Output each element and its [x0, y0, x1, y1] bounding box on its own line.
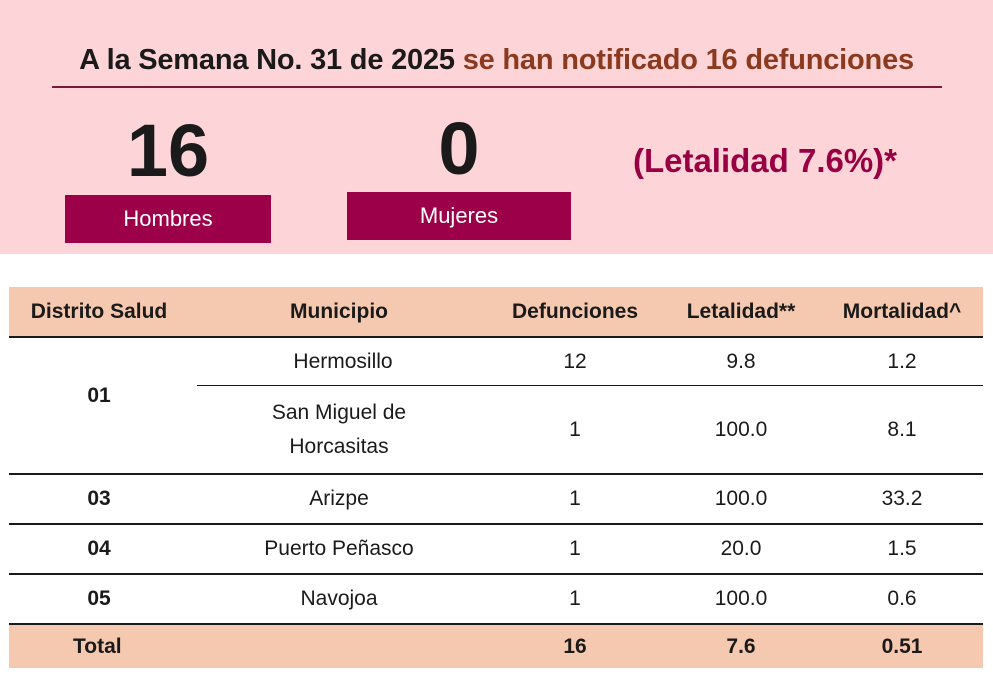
- municipio-line-1: San Miguel de: [271, 400, 407, 424]
- table-row: Hermosillo 12 9.8 1.2: [197, 338, 983, 386]
- table-row: 03 Arizpe 1 100.0 33.2: [9, 475, 983, 525]
- deaths-table: Distrito Salud Municipio Defunciones Let…: [9, 287, 983, 668]
- mortalidad-cell: 1.5: [887, 537, 917, 560]
- women-label: Mujeres: [347, 192, 571, 240]
- defunciones-cell: 1: [569, 587, 581, 610]
- headline-deaths: se han notificado 16 defunciones: [462, 44, 914, 76]
- district-cell: 05: [87, 587, 111, 610]
- headline: A la Semana No. 31 de 2025 se han notifi…: [0, 44, 993, 77]
- mortalidad-cell: 1.2: [887, 349, 917, 373]
- headline-divider: [52, 86, 942, 88]
- table-row: 04 Puerto Peñasco 1 20.0 1.5: [9, 525, 983, 575]
- total-letalidad: 7.6: [726, 634, 756, 658]
- total-row: Total 16 7.6 0.51: [9, 625, 983, 668]
- mortalidad-cell: 8.1: [887, 417, 917, 441]
- mortalidad-cell: 0.6: [887, 587, 917, 610]
- men-label: Hombres: [65, 195, 271, 243]
- letalidad-summary: (Letalidad 7.6%)*: [632, 142, 898, 179]
- district-cell: 03: [87, 487, 111, 510]
- women-count: 0: [438, 107, 480, 190]
- letalidad-cell: 9.8: [726, 349, 756, 373]
- letalidad-cell: 100.0: [714, 417, 768, 441]
- col-header-municipio: Municipio: [290, 299, 388, 323]
- municipio-cell: Hermosillo: [293, 349, 393, 373]
- municipio-cell: Arizpe: [309, 487, 369, 510]
- men-count: 16: [126, 109, 210, 192]
- total-defunciones: 16: [563, 634, 587, 658]
- letalidad-cell: 100.0: [714, 487, 768, 510]
- col-header-mortalidad: Mortalidad^: [842, 299, 962, 323]
- col-header-distrito: Distrito Salud: [30, 299, 168, 323]
- defunciones-cell: 1: [569, 487, 581, 510]
- municipio-cell: Navojoa: [300, 587, 378, 610]
- mortalidad-cell: 33.2: [881, 487, 923, 510]
- municipio-cell: San Miguel de Horcasitas: [189, 394, 489, 466]
- total-label: Total: [73, 634, 122, 658]
- headline-week: A la Semana No. 31 de 2025: [79, 44, 455, 76]
- district-group-01: 01 Hermosillo 12 9.8 1.2 San Miguel de H…: [9, 338, 983, 475]
- municipio-cell: Puerto Peñasco: [264, 537, 414, 560]
- letalidad-cell: 20.0: [720, 537, 762, 560]
- district-cell: 04: [87, 537, 111, 560]
- district-cell: 01: [87, 383, 111, 407]
- municipio-line-2: Horcasitas: [289, 434, 389, 458]
- summary-banner: A la Semana No. 31 de 2025 se han notifi…: [0, 0, 993, 254]
- defunciones-cell: 12: [563, 349, 587, 373]
- col-header-defunciones: Defunciones: [511, 299, 639, 323]
- total-mortalidad: 0.51: [881, 634, 923, 658]
- defunciones-cell: 1: [569, 417, 581, 441]
- table-header: Distrito Salud Municipio Defunciones Let…: [9, 287, 983, 338]
- table-row: San Miguel de Horcasitas 1 100.0 8.1: [189, 386, 983, 473]
- letalidad-cell: 100.0: [714, 587, 768, 610]
- defunciones-cell: 1: [569, 537, 581, 560]
- col-header-letalidad: Letalidad**: [686, 299, 796, 323]
- table-row: 05 Navojoa 1 100.0 0.6: [9, 575, 983, 625]
